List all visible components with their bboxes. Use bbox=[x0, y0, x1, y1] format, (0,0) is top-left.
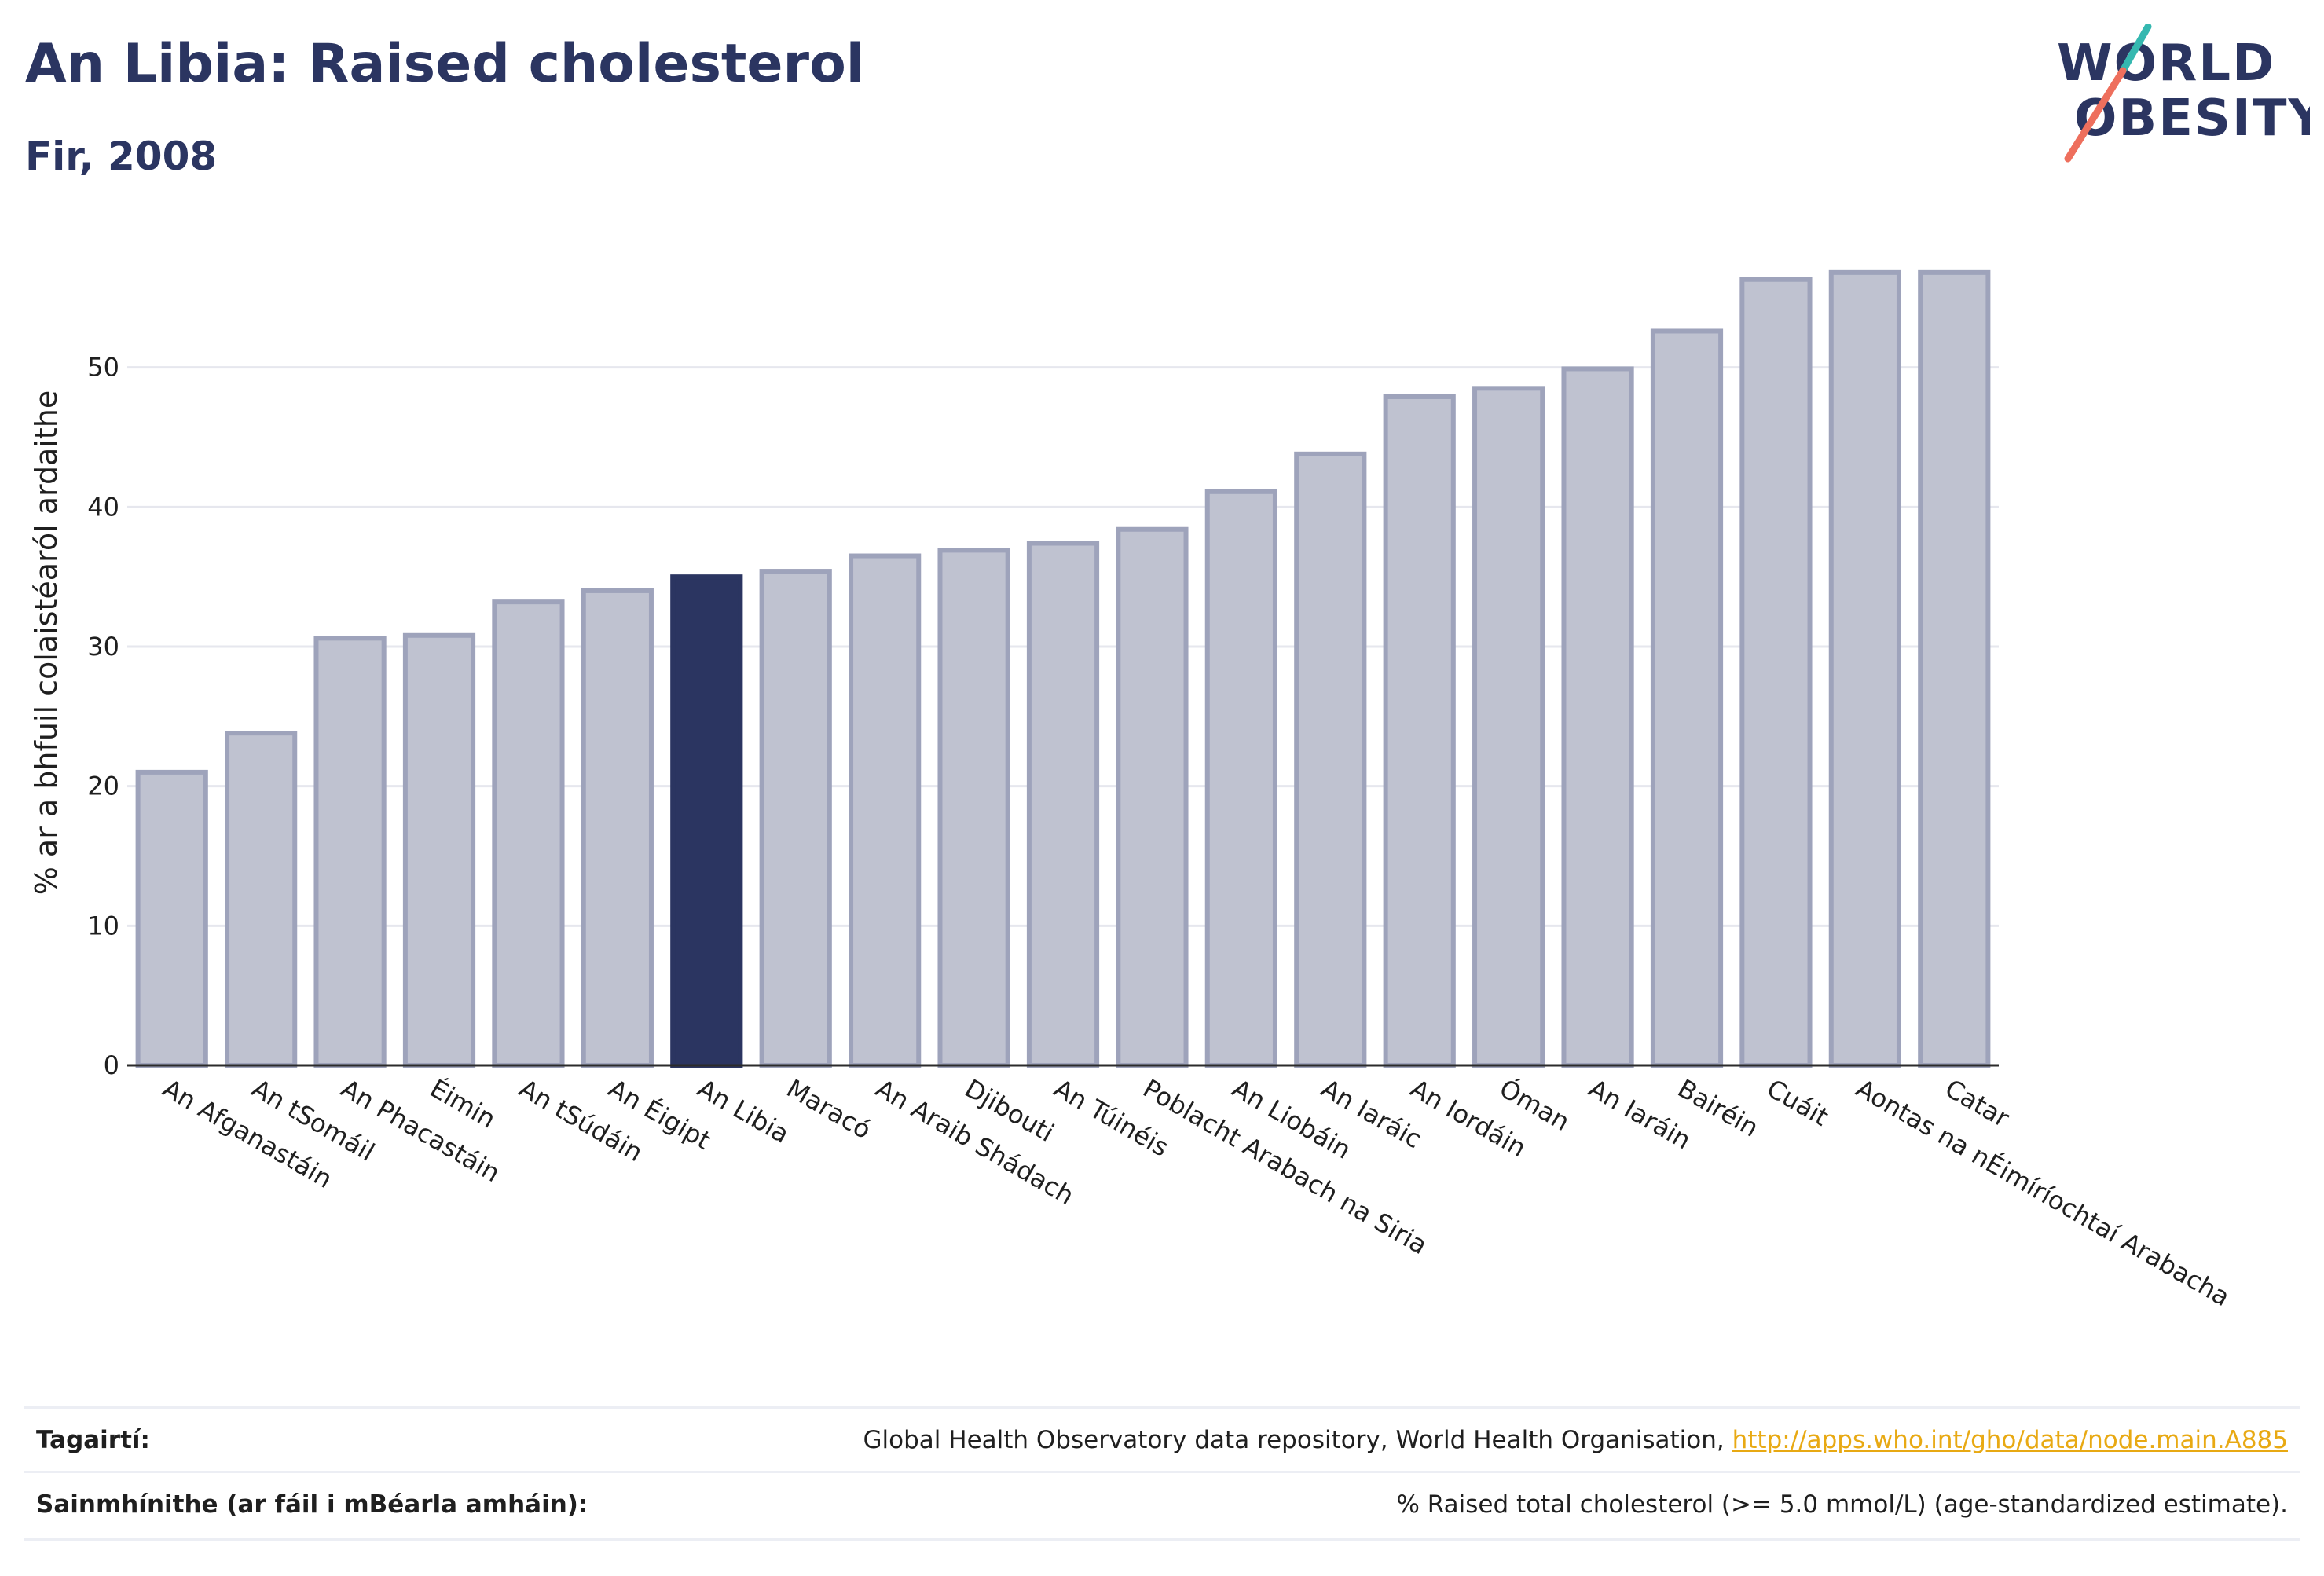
y-tick-label: 20 bbox=[87, 772, 119, 801]
bar bbox=[1026, 541, 1100, 1068]
y-tick-labels: 0 10 20 30 40 50 bbox=[87, 353, 119, 1080]
y-tick-label: 30 bbox=[87, 632, 119, 662]
bars bbox=[135, 269, 1991, 1068]
bar bbox=[402, 632, 476, 1068]
bar bbox=[135, 769, 208, 1068]
world-obesity-logo: WORLD OBESITY bbox=[2057, 24, 2310, 163]
logo-line-obesity: OBESITY bbox=[2074, 90, 2310, 148]
references-link[interactable]: http://apps.who.int/gho/data/node.main.A… bbox=[1732, 1426, 2288, 1454]
references-label: Tagairtí: bbox=[36, 1426, 150, 1454]
bar bbox=[937, 548, 1010, 1068]
bar bbox=[849, 553, 922, 1068]
bar bbox=[313, 636, 387, 1068]
references-row: Tagairtí: Global Health Observatory data… bbox=[24, 1406, 2300, 1472]
x-tick-label: An Iaráin bbox=[1584, 1073, 1696, 1156]
y-axis-label: % ar a bhfuil colaistéaról ardaithe bbox=[29, 390, 64, 896]
references-value: Global Health Observatory data repositor… bbox=[863, 1426, 2288, 1454]
logo-slash-coral bbox=[2064, 67, 2127, 163]
bar bbox=[1739, 277, 1813, 1068]
y-tick-label: 40 bbox=[87, 492, 119, 522]
page-title: An Libia: Raised cholesterol bbox=[25, 33, 865, 95]
bar bbox=[1828, 269, 1901, 1068]
bar-highlighted bbox=[670, 574, 743, 1068]
bar bbox=[225, 731, 298, 1068]
y-tick-label: 50 bbox=[87, 353, 119, 383]
page-subtitle: Fir, 2008 bbox=[25, 134, 218, 179]
x-tick-label: Aontas na nÉimíríochtaí Arabacha bbox=[1851, 1073, 2235, 1312]
bar bbox=[1116, 526, 1189, 1068]
bar bbox=[1561, 366, 1634, 1068]
x-tick-label: Maracó bbox=[782, 1073, 876, 1145]
bar bbox=[1650, 328, 1724, 1068]
definitions-label: Sainmhínithe (ar fáil i mBéarla amháin): bbox=[36, 1490, 588, 1519]
bar bbox=[581, 588, 654, 1068]
bar bbox=[1204, 489, 1277, 1068]
bar bbox=[1294, 451, 1367, 1068]
bar bbox=[759, 569, 832, 1068]
bar bbox=[1383, 394, 1456, 1068]
bar bbox=[1472, 386, 1545, 1068]
footer-divider bbox=[24, 1538, 2300, 1541]
logo-line-world: WORLD bbox=[2057, 35, 2275, 93]
bar bbox=[492, 599, 565, 1068]
y-tick-label: 0 bbox=[104, 1050, 119, 1080]
bar bbox=[1918, 269, 1991, 1068]
definitions-row: Sainmhínithe (ar fáil i mBéarla amháin):… bbox=[24, 1471, 2300, 1536]
definitions-value: % Raised total cholesterol (>= 5.0 mmol/… bbox=[1396, 1490, 2288, 1519]
x-tick-label: Cuáit bbox=[1761, 1073, 1833, 1132]
y-tick-label: 10 bbox=[87, 911, 119, 940]
logo-slash-teal bbox=[2119, 24, 2152, 75]
references-text: Global Health Observatory data repositor… bbox=[863, 1426, 1732, 1454]
